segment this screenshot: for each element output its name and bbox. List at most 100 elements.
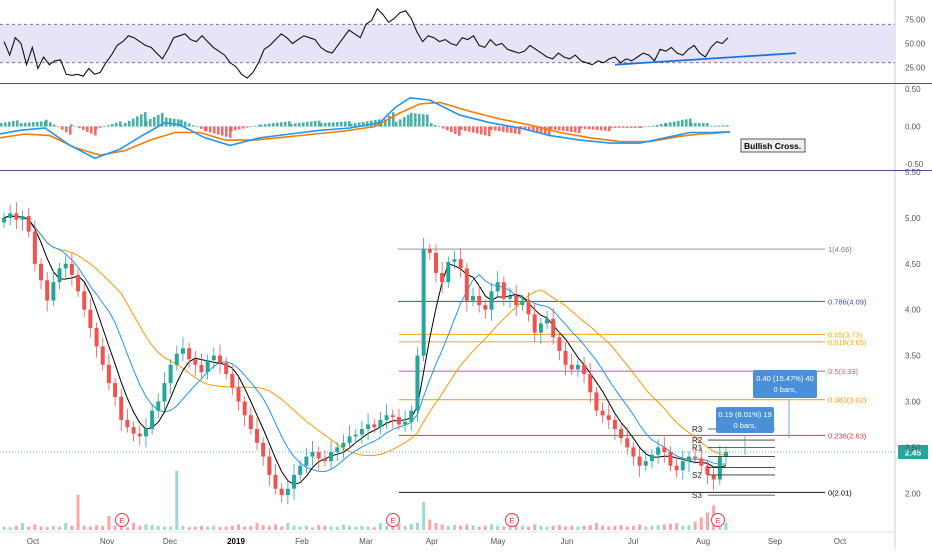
candle-body[interactable]: [495, 282, 500, 292]
candle-body[interactable]: [180, 348, 185, 354]
candle-body[interactable]: [711, 474, 716, 480]
candle-body[interactable]: [285, 488, 290, 496]
candle-body[interactable]: [304, 456, 309, 466]
candle-body[interactable]: [255, 429, 260, 443]
candle-body[interactable]: [94, 328, 99, 347]
candle-body[interactable]: [569, 364, 574, 370]
candle-body[interactable]: [403, 421, 408, 425]
candle-body[interactable]: [125, 419, 130, 428]
candle-body[interactable]: [680, 461, 685, 471]
candle-body[interactable]: [113, 383, 118, 397]
candle-body[interactable]: [106, 364, 111, 384]
candle-body[interactable]: [248, 415, 253, 430]
candle-body[interactable]: [174, 353, 179, 365]
rsi-panel[interactable]: 75.00 50.00 25.00: [0, 7, 926, 79]
candle-body[interactable]: [415, 355, 420, 411]
candle-body[interactable]: [137, 433, 142, 437]
candle-body[interactable]: [26, 216, 31, 232]
candle-body[interactable]: [452, 259, 457, 262]
candle-body[interactable]: [279, 488, 284, 496]
candle-body[interactable]: [551, 318, 556, 338]
candle-body[interactable]: [458, 259, 463, 269]
candle-body[interactable]: [353, 434, 358, 437]
candle-body[interactable]: [464, 268, 469, 301]
candle-body[interactable]: [100, 346, 105, 365]
candle-body[interactable]: [224, 362, 229, 374]
candle-body[interactable]: [557, 337, 562, 351]
candle-body[interactable]: [322, 458, 327, 462]
candle-body[interactable]: [82, 291, 87, 310]
candle-body[interactable]: [378, 419, 383, 428]
candle-body[interactable]: [39, 263, 44, 281]
candle-body[interactable]: [384, 415, 389, 420]
candle-body[interactable]: [649, 454, 654, 462]
candle-body[interactable]: [477, 295, 482, 306]
candle-body[interactable]: [520, 300, 525, 306]
candle-body[interactable]: [637, 456, 642, 466]
candle-body[interactable]: [242, 401, 247, 416]
earnings-marker-icon[interactable]: [115, 513, 129, 527]
candle-body[interactable]: [526, 300, 531, 315]
candle-body[interactable]: [588, 373, 593, 393]
ma-fast-line[interactable]: [3, 215, 727, 486]
candle-body[interactable]: [205, 360, 210, 373]
candle-body[interactable]: [143, 429, 148, 437]
candle-body[interactable]: [168, 364, 173, 384]
candle-body[interactable]: [217, 355, 222, 363]
candle-body[interactable]: [575, 364, 580, 370]
candle-body[interactable]: [446, 261, 451, 283]
candle-body[interactable]: [705, 465, 710, 475]
measure-box[interactable]: [716, 407, 774, 433]
candle-body[interactable]: [199, 364, 204, 373]
candle-body[interactable]: [625, 438, 630, 448]
candle-body[interactable]: [329, 451, 334, 462]
candle-body[interactable]: [51, 282, 56, 301]
candle-body[interactable]: [14, 213, 19, 220]
candle-body[interactable]: [612, 419, 617, 430]
candle-body[interactable]: [2, 217, 6, 223]
candle-body[interactable]: [656, 447, 661, 455]
candle-body[interactable]: [668, 451, 673, 466]
candle-body[interactable]: [57, 268, 62, 283]
earnings-marker-icon[interactable]: [505, 513, 519, 527]
candle-body[interactable]: [211, 355, 216, 361]
candle-body[interactable]: [674, 465, 679, 471]
candle-body[interactable]: [20, 216, 25, 220]
candle-body[interactable]: [582, 364, 587, 374]
candle-body[interactable]: [310, 451, 315, 457]
candle-body[interactable]: [76, 274, 81, 292]
candle-body[interactable]: [366, 424, 371, 430]
candle-body[interactable]: [440, 272, 445, 283]
candle-body[interactable]: [298, 465, 303, 475]
candle-body[interactable]: [390, 415, 395, 418]
candle-body[interactable]: [150, 410, 155, 430]
candle-body[interactable]: [372, 424, 377, 428]
candle-body[interactable]: [396, 417, 401, 425]
candle-body[interactable]: [359, 429, 364, 435]
candle-body[interactable]: [45, 280, 50, 301]
candle-body[interactable]: [427, 249, 432, 253]
candle-body[interactable]: [514, 295, 519, 306]
candle-body[interactable]: [600, 410, 605, 416]
candle-body[interactable]: [63, 263, 68, 269]
measure-box[interactable]: [753, 370, 817, 398]
candle-body[interactable]: [193, 359, 198, 365]
candle-body[interactable]: [341, 442, 346, 448]
candle-body[interactable]: [409, 410, 414, 422]
candle-body[interactable]: [563, 351, 568, 365]
candle-body[interactable]: [501, 282, 506, 299]
candle-body[interactable]: [470, 295, 475, 301]
candle-body[interactable]: [131, 427, 136, 434]
candle-body[interactable]: [508, 295, 513, 299]
candle-body[interactable]: [421, 249, 426, 356]
ma-slow-line[interactable]: [3, 215, 727, 457]
candle-body[interactable]: [230, 373, 235, 388]
candle-body[interactable]: [347, 436, 352, 443]
earnings-marker-icon[interactable]: [711, 513, 725, 527]
candle-body[interactable]: [433, 252, 438, 273]
price-panel[interactable]: 1(4.66) 0.786(4.09) 0.65(3.73)0.618(3.65) 0…: [0, 168, 928, 530]
candle-body[interactable]: [267, 456, 272, 475]
candle-body[interactable]: [156, 401, 161, 411]
